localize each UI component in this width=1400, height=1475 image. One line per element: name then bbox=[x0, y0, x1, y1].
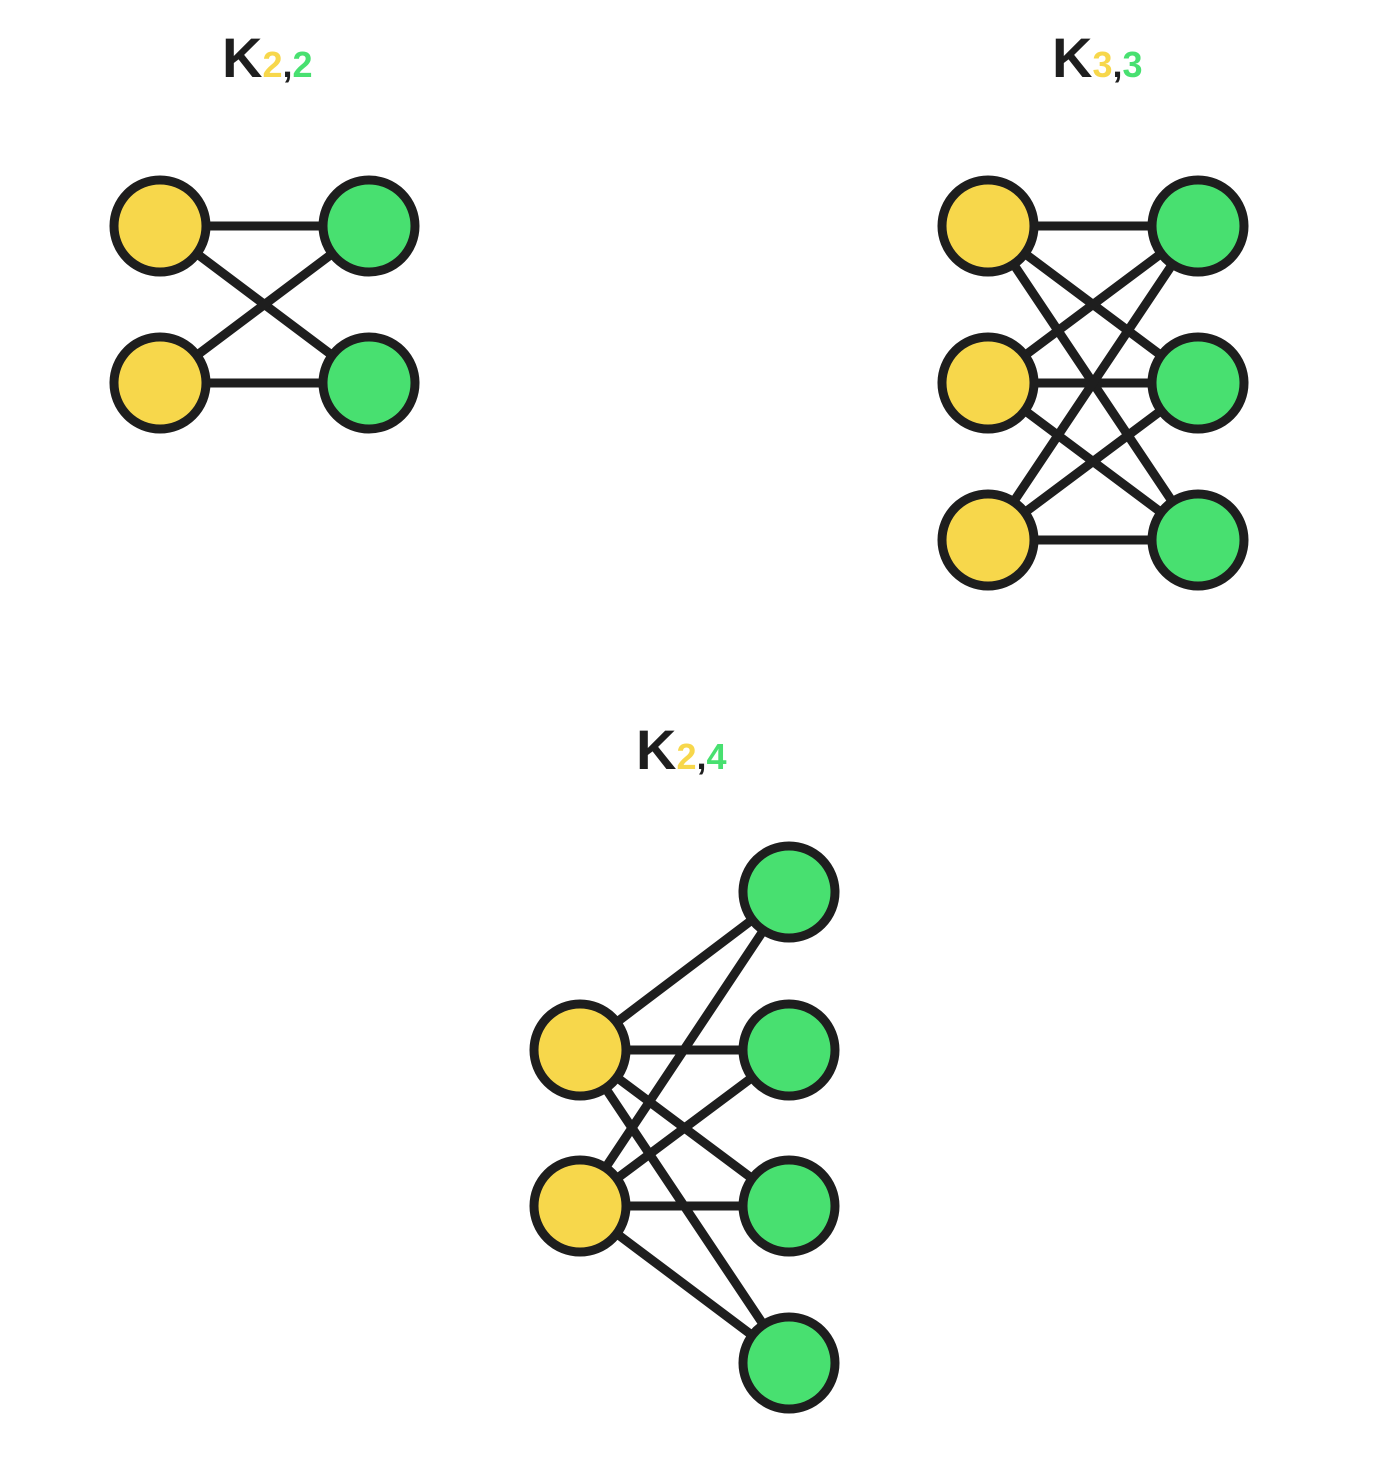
title-letter: K bbox=[636, 718, 677, 781]
node-part-b-1 bbox=[318, 175, 420, 277]
graph-k24 bbox=[529, 841, 840, 1414]
edge-a3-b1 bbox=[983, 221, 1203, 545]
subscript-part-a: 2 bbox=[676, 736, 697, 777]
node-part-a-1 bbox=[529, 999, 631, 1101]
graph-title-k22: K2,2 bbox=[222, 30, 313, 86]
node-part-a-1 bbox=[937, 175, 1039, 277]
subscript-part-a: 3 bbox=[1092, 44, 1113, 85]
node-part-a-2 bbox=[937, 332, 1039, 434]
node-part-b-3 bbox=[738, 1155, 840, 1257]
node-part-b-2 bbox=[318, 332, 420, 434]
node-part-a-3 bbox=[937, 489, 1039, 591]
node-part-b-3 bbox=[1147, 489, 1249, 591]
graph-k33 bbox=[937, 175, 1249, 591]
node-part-a-2 bbox=[529, 1155, 631, 1257]
edge-a2-b1 bbox=[575, 887, 794, 1211]
title-letter: K bbox=[222, 26, 263, 89]
node-part-b-2 bbox=[1147, 332, 1249, 434]
node-part-b-2 bbox=[738, 999, 840, 1101]
graph-title-k33: K3,3 bbox=[1052, 30, 1143, 86]
graph-k22 bbox=[109, 175, 420, 434]
graph-title-k24: K2,4 bbox=[636, 722, 727, 778]
title-letter: K bbox=[1052, 26, 1093, 89]
subscript-part-a: 2 bbox=[262, 44, 283, 85]
subscript-part-b: 2 bbox=[292, 44, 313, 85]
subscript-part-b: 3 bbox=[1122, 44, 1143, 85]
subscript-comma: , bbox=[282, 44, 293, 85]
subscript-part-b: 4 bbox=[706, 736, 727, 777]
node-part-a-1 bbox=[109, 175, 211, 277]
node-part-a-2 bbox=[109, 332, 211, 434]
node-part-b-4 bbox=[738, 1312, 840, 1414]
subscript-comma: , bbox=[1112, 44, 1123, 85]
node-part-b-1 bbox=[738, 841, 840, 943]
subscript-comma: , bbox=[696, 736, 707, 777]
node-part-b-1 bbox=[1147, 175, 1249, 277]
